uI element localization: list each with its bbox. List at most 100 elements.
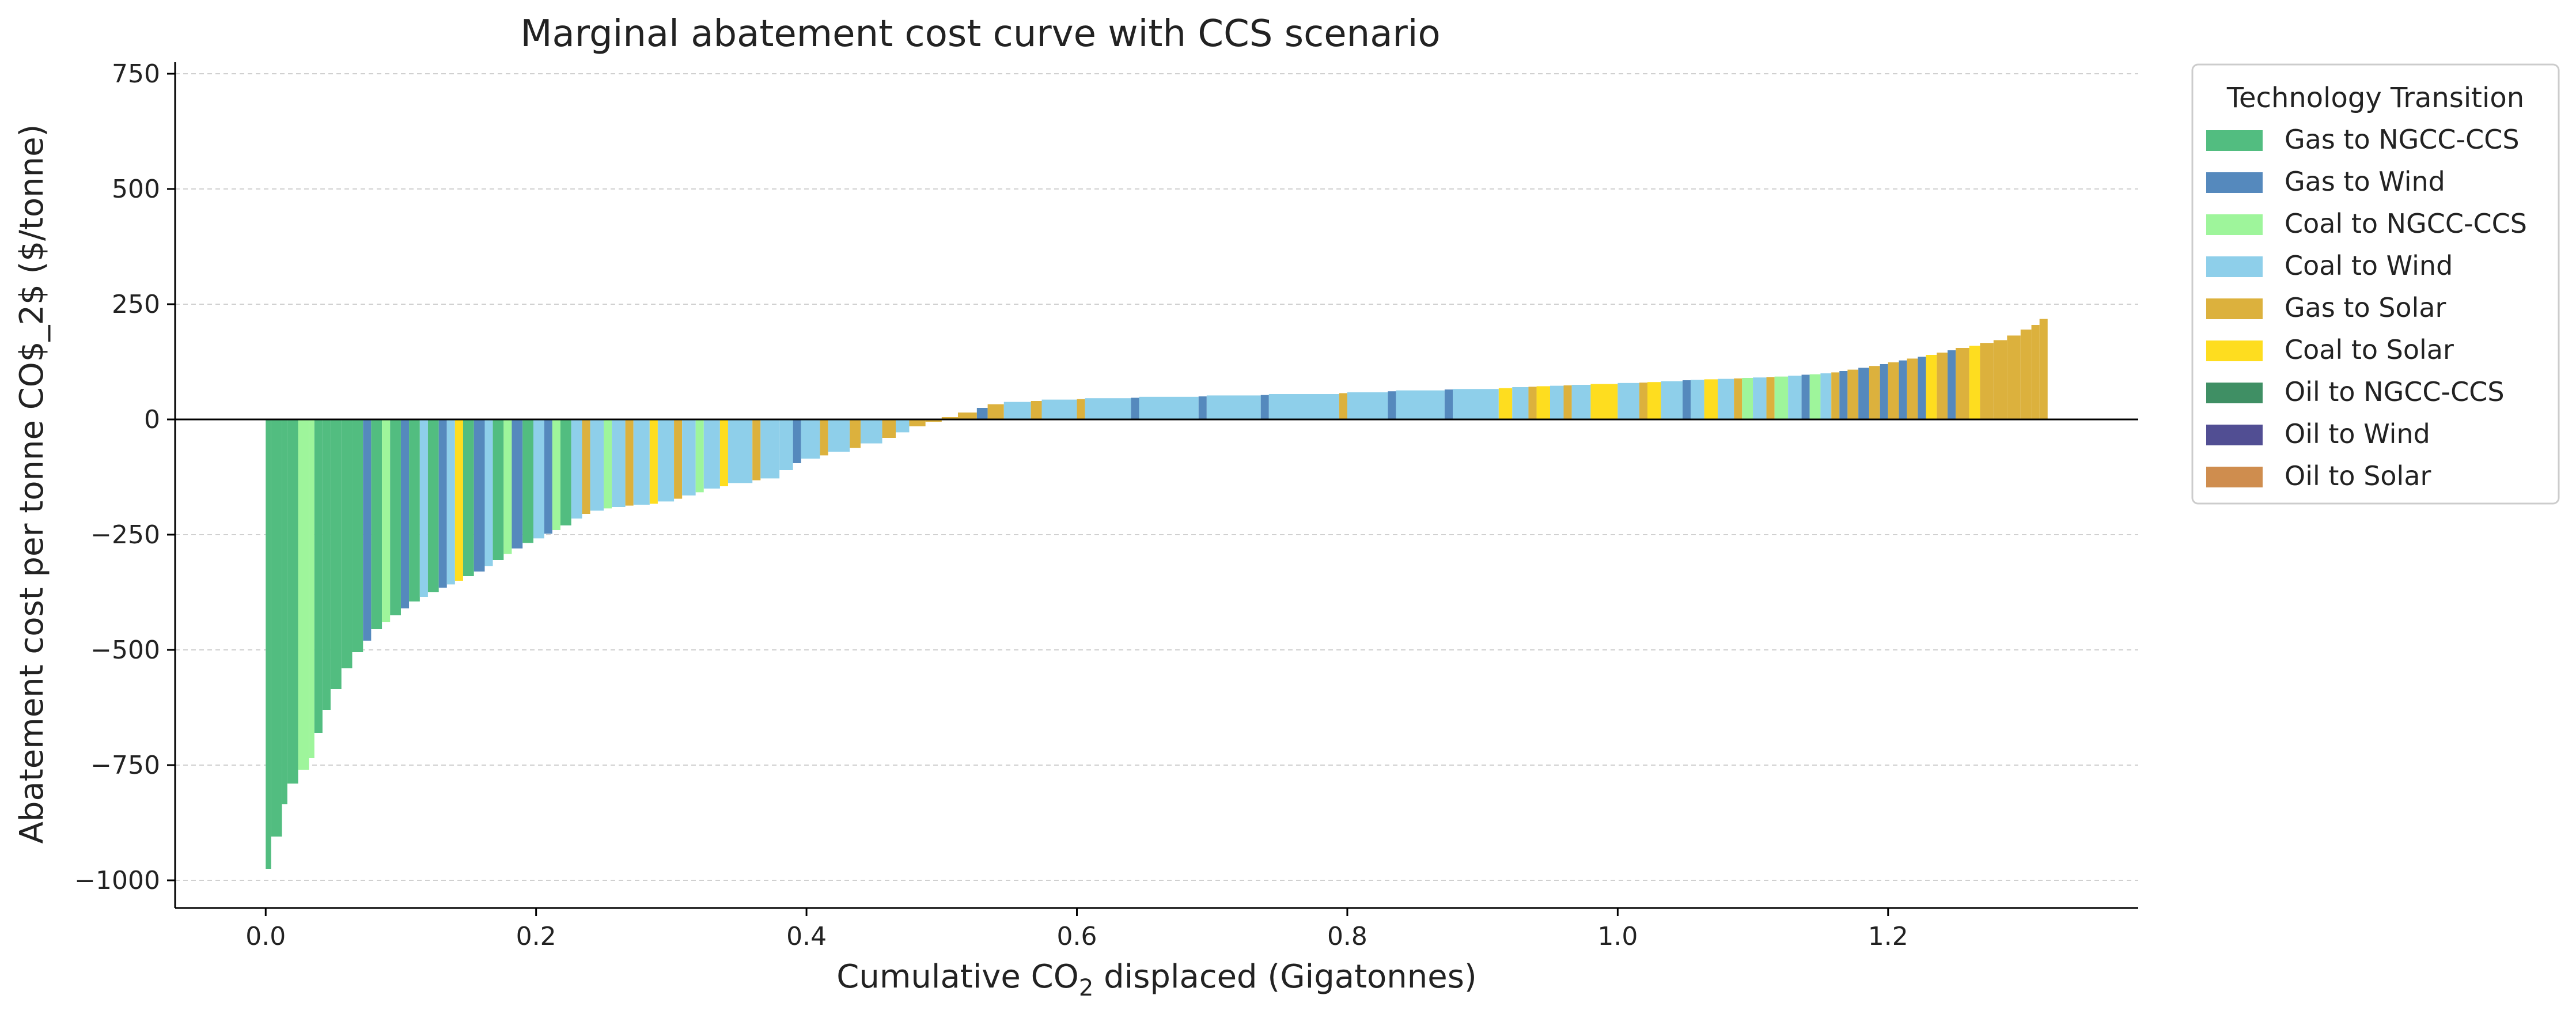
- bar: [957, 413, 977, 419]
- bar: [1742, 378, 1753, 419]
- bar: [322, 419, 331, 710]
- bar: [1899, 360, 1907, 419]
- bar: [1536, 386, 1551, 419]
- x-axis-label: Cumulative CO2 displaced (Gigatonnes): [836, 958, 1477, 1001]
- legend-swatch: [2206, 214, 2263, 235]
- x-tick-label: 1.2: [1868, 922, 1908, 951]
- bar: [649, 419, 658, 504]
- bar: [1704, 379, 1718, 419]
- x-axis-label-rest: displaced (Gigatonnes): [1093, 958, 1476, 996]
- bar: [341, 419, 353, 668]
- bar: [752, 419, 761, 480]
- bar: [1444, 389, 1453, 419]
- y-tick-label: 750: [112, 59, 160, 89]
- bar: [1571, 385, 1591, 419]
- bar: [1498, 388, 1513, 419]
- bar: [2031, 325, 2040, 419]
- legend-title: Technology Transition: [2226, 82, 2524, 114]
- bar: [1869, 366, 1880, 419]
- legend-label: Gas to Wind: [2285, 166, 2445, 197]
- bar: [1907, 358, 1918, 419]
- bar: [582, 419, 590, 514]
- bar: [1339, 393, 1347, 419]
- bar: [1839, 371, 1848, 419]
- bar: [1617, 383, 1639, 419]
- x-tick-label: 0.6: [1057, 922, 1097, 951]
- bar: [287, 419, 298, 784]
- x-tick-label: 0.2: [516, 922, 556, 951]
- bar: [1388, 391, 1396, 419]
- y-tick-label: −250: [90, 520, 160, 550]
- bar: [512, 419, 523, 548]
- bar: [544, 419, 552, 534]
- chart-title: Marginal abatement cost curve with CCS s…: [520, 13, 1440, 55]
- bar: [2007, 335, 2021, 419]
- bar: [820, 419, 828, 456]
- bar: [1647, 382, 1661, 419]
- bar: [1131, 398, 1139, 419]
- bar: [1820, 373, 1832, 419]
- bar: [1956, 348, 1969, 419]
- bar: [390, 419, 401, 615]
- bar: [1831, 372, 1840, 419]
- legend-entries: Gas to NGCC-CCS Gas to Wind Coal to NGCC-C…: [2206, 124, 2527, 491]
- bar: [571, 419, 582, 519]
- legend-label: Oil to Solar: [2285, 460, 2431, 491]
- bar: [493, 419, 504, 560]
- legend-label: Gas to NGCC-CCS: [2285, 124, 2520, 155]
- bar: [1661, 381, 1683, 419]
- bar: [1590, 384, 1618, 419]
- bar: [682, 419, 696, 495]
- bar: [533, 419, 544, 539]
- bar: [1734, 378, 1742, 419]
- legend-label: Oil to Wind: [2285, 418, 2430, 449]
- bar: [1077, 399, 1085, 419]
- bar: [484, 419, 493, 566]
- bar: [1948, 350, 1956, 419]
- bar: [446, 419, 455, 585]
- bar: [896, 419, 910, 433]
- bar: [2039, 319, 2048, 419]
- legend-swatch: [2206, 340, 2263, 361]
- bar: [1453, 389, 1499, 419]
- bar: [1718, 379, 1734, 419]
- bar: [1003, 402, 1031, 419]
- bar: [976, 408, 988, 419]
- bar: [850, 419, 861, 448]
- bar: [657, 419, 675, 502]
- bar: [1041, 399, 1077, 419]
- bar: [309, 419, 315, 758]
- legend-label: Coal to Solar: [2285, 334, 2454, 365]
- bar: [1206, 395, 1261, 419]
- bar: [298, 419, 309, 770]
- bar: [941, 417, 958, 419]
- bar: [409, 419, 420, 601]
- y-tick-label: 0: [144, 405, 160, 434]
- bar: [1774, 376, 1789, 419]
- y-tick-label: 250: [112, 290, 160, 319]
- bar: [793, 419, 801, 463]
- y-axis-label: Abatement cost per tonne CO$_2$ ($/tonne…: [13, 124, 51, 844]
- x-axis-label-subscript: 2: [1079, 975, 1093, 1001]
- bar: [371, 419, 382, 629]
- legend-label: Coal to Wind: [2285, 250, 2453, 281]
- bar: [860, 419, 882, 444]
- bar: [314, 419, 323, 733]
- bar: [1858, 368, 1869, 419]
- legend-label: Oil to NGCC-CCS: [2285, 376, 2505, 407]
- bar: [552, 419, 560, 530]
- bar: [1347, 392, 1388, 419]
- bar: [1993, 340, 2007, 419]
- bar: [590, 419, 604, 511]
- bar: [454, 419, 463, 581]
- bar: [1512, 387, 1529, 419]
- bar: [703, 419, 720, 489]
- y-axis-ticks: −1000 −750 −500 −250 0 250 500 750: [74, 59, 175, 895]
- bar: [522, 419, 533, 543]
- legend-swatch: [2206, 130, 2263, 151]
- bar: [330, 419, 342, 689]
- bar: [1396, 390, 1445, 419]
- bar: [427, 419, 439, 592]
- bar: [1198, 396, 1207, 419]
- y-tick-label: −750: [90, 751, 160, 780]
